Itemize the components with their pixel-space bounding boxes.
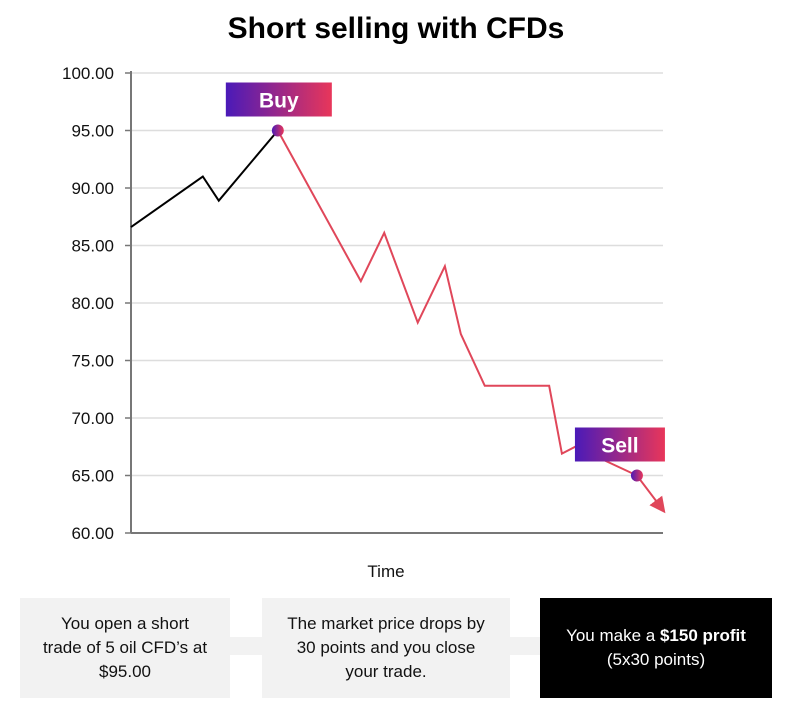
y-tick-label: 90.00 [71,179,114,198]
y-tick-label: 85.00 [71,237,114,256]
connector [230,637,262,655]
buy-label-box [225,82,332,117]
y-tick-label: 60.00 [71,524,114,543]
chart-title: Short selling with CFDs [227,12,565,45]
y-tick-label: 75.00 [71,352,114,371]
step-profit: You make a $150 profit (5x30 points) [540,598,772,698]
step-text: (5x30 points) [606,650,706,669]
buy-label: Buy [259,90,299,113]
y-tick-label: 80.00 [71,294,114,313]
sell-label-box [574,427,665,462]
x-axis-label: Time [367,562,405,581]
chart: 60.00 65.00 70.00 75.00 80.00 85.00 90.00 95.00… [62,64,666,543]
y-tick-label: 70.00 [71,409,114,428]
step-open-trade: You open a short trade of 5 oil CFD’s at… [20,598,230,698]
y-tick-label: 95.00 [71,122,114,141]
series-line-0 [130,129,279,228]
connector [510,637,540,655]
y-tick-label: 65.00 [71,467,114,486]
sell-label: Sell [601,435,638,458]
step-text: The market price drops by 30 points and … [287,614,485,681]
y-tick-label: 100.00 [62,64,114,83]
step-price-drops: The market price drops by 30 points and … [262,598,510,698]
marker-dot [271,124,284,137]
marker-dot [630,469,643,482]
step-text: You open a short trade of 5 oil CFD’s at… [42,614,208,681]
step-text: You make a [566,626,660,645]
profit-amount: $150 profit [659,626,746,645]
